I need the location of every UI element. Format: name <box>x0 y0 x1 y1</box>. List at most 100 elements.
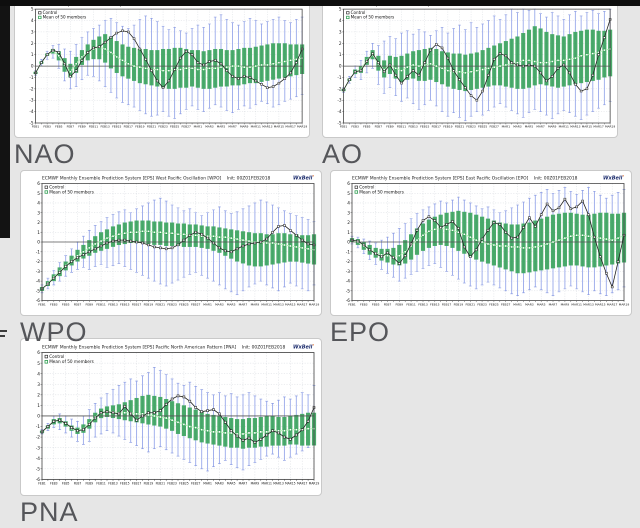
svg-text:FEB7: FEB7 <box>67 125 75 129</box>
svg-text:1: 1 <box>31 52 34 57</box>
svg-text:-3: -3 <box>29 98 34 103</box>
svg-text:FEB27: FEB27 <box>182 125 191 129</box>
svg-text:4: 4 <box>31 18 34 23</box>
svg-text:MAR17: MAR17 <box>297 482 308 486</box>
svg-text:FEB21: FEB21 <box>156 302 166 306</box>
svg-text:MAR17: MAR17 <box>593 125 603 129</box>
svg-text:1: 1 <box>37 230 40 235</box>
svg-text:FEB11: FEB11 <box>96 302 106 306</box>
top-black-bar <box>0 0 640 6</box>
svg-text:MAR1: MAR1 <box>203 302 212 306</box>
svg-text:MAR11: MAR11 <box>571 302 582 306</box>
svg-text:MAR19: MAR19 <box>297 125 307 129</box>
svg-text:MAR17: MAR17 <box>297 302 308 306</box>
svg-text:FEB15: FEB15 <box>420 125 429 129</box>
svg-text:FEB13: FEB13 <box>101 125 110 129</box>
svg-text:FEB3: FEB3 <box>50 482 58 486</box>
ao-chart[interactable]: -5 -4 -3 -2 -1 0 1 2 3 4 5 FEB1 FEB3 FEB5 FEB7 FEB9 FEB1… <box>323 0 617 137</box>
svg-text:MAR15: MAR15 <box>582 125 592 129</box>
svg-text:MAR3: MAR3 <box>525 302 534 306</box>
svg-text:FEB1: FEB1 <box>348 302 356 306</box>
svg-text:MAR1: MAR1 <box>513 302 522 306</box>
svg-text:FEB19: FEB19 <box>454 302 464 306</box>
svg-text:Control: Control <box>359 185 374 190</box>
svg-text:-6: -6 <box>36 477 40 483</box>
svg-text:Mean of 50 members: Mean of 50 members <box>49 189 94 194</box>
svg-text:FEB17: FEB17 <box>132 302 142 306</box>
svg-text:FEB7: FEB7 <box>74 302 82 306</box>
svg-text:3: 3 <box>37 210 40 215</box>
svg-text:FEB13: FEB13 <box>108 482 118 486</box>
svg-text:4: 4 <box>339 18 342 23</box>
svg-text:-5: -5 <box>346 288 351 293</box>
svg-text:-3: -3 <box>337 98 342 103</box>
epo-chart[interactable]: -6 -5 -4 -3 -2 -1 0 1 2 3 4 5 6 FEB1 FEB3 FEB5 FEB7 FEB9 F… <box>331 171 631 315</box>
svg-text:MAR17: MAR17 <box>607 302 618 306</box>
svg-text:FEB19: FEB19 <box>135 125 144 129</box>
svg-text:FEB19: FEB19 <box>443 125 452 129</box>
svg-text:5: 5 <box>31 7 34 12</box>
svg-text:3: 3 <box>339 29 342 34</box>
svg-text:-3: -3 <box>36 445 40 451</box>
svg-text:FEB17: FEB17 <box>132 482 142 486</box>
svg-text:MAR1: MAR1 <box>194 125 203 129</box>
svg-text:FEB23: FEB23 <box>167 302 177 306</box>
svg-text:Mean of 50 members: Mean of 50 members <box>359 189 404 194</box>
svg-text:FEB9: FEB9 <box>86 302 94 306</box>
svg-text:FEB25: FEB25 <box>179 302 189 306</box>
svg-text:MAR9: MAR9 <box>561 302 570 306</box>
svg-text:FEB27: FEB27 <box>191 482 201 486</box>
chart-card-pna[interactable]: -6 -5 -4 -3 -2 -1 0 1 2 3 4 5 6 FEB1 FEB3 FEB5 FEB7 FEB9 F… <box>20 338 322 496</box>
svg-text:0: 0 <box>339 64 342 69</box>
svg-text:FEB5: FEB5 <box>55 125 63 129</box>
svg-text:MAR19: MAR19 <box>605 125 615 129</box>
svg-text:-2: -2 <box>346 259 351 264</box>
chart-card-nao[interactable]: -5 -4 -3 -2 -1 0 1 2 3 4 5 FEB1 FEB3 FEB5 FEB7 FEB9 FEB1… <box>14 0 310 138</box>
left-edge-strip <box>0 0 10 238</box>
svg-text:-2: -2 <box>337 86 342 91</box>
svg-text:FEB23: FEB23 <box>466 125 475 129</box>
svg-text:WxBell*: WxBell* <box>293 343 314 350</box>
svg-text:-6: -6 <box>346 298 351 303</box>
svg-text:MAR13: MAR13 <box>273 482 284 486</box>
chart-card-wpo[interactable]: -6 -5 -4 -3 -2 -1 0 1 2 3 4 5 6 FEB1 FEB3 FEB5 FEB7 FEB9 F… <box>20 170 322 316</box>
svg-text:4: 4 <box>347 201 350 206</box>
svg-text:-1: -1 <box>346 249 351 254</box>
svg-text:1: 1 <box>339 52 342 57</box>
svg-text:FEB15: FEB15 <box>120 302 130 306</box>
svg-text:MAR3: MAR3 <box>205 125 214 129</box>
svg-text:FEB11: FEB11 <box>397 125 406 129</box>
left-edge-dash <box>0 330 7 332</box>
svg-text:-5: -5 <box>36 466 40 472</box>
svg-text:Mean of 50 members: Mean of 50 members <box>351 15 395 20</box>
svg-text:MAR7: MAR7 <box>549 302 558 306</box>
svg-text:FEB5: FEB5 <box>62 482 70 486</box>
chart-card-ao[interactable]: -5 -4 -3 -2 -1 0 1 2 3 4 5 FEB1 FEB3 FEB5 FEB7 FEB9 FEB1… <box>322 0 618 138</box>
svg-text:2: 2 <box>37 220 40 225</box>
svg-text:-5: -5 <box>36 288 41 293</box>
nao-chart[interactable]: -5 -4 -3 -2 -1 0 1 2 3 4 5 FEB1 FEB3 FEB5 FEB7 FEB9 FEB1… <box>15 0 309 137</box>
wpo-chart[interactable]: -6 -5 -4 -3 -2 -1 0 1 2 3 4 5 6 FEB1 FEB3 FEB5 FEB7 FEB9 F… <box>21 171 321 315</box>
svg-text:FEB15: FEB15 <box>430 302 440 306</box>
svg-text:-1: -1 <box>36 249 41 254</box>
svg-text:MAR1: MAR1 <box>502 125 511 129</box>
svg-text:FEB21: FEB21 <box>466 302 476 306</box>
svg-text:6: 6 <box>347 181 350 186</box>
svg-text:FEB17: FEB17 <box>442 302 452 306</box>
svg-text:-1: -1 <box>337 75 342 80</box>
svg-text:MAR11: MAR11 <box>559 125 569 129</box>
svg-text:4: 4 <box>37 371 40 377</box>
svg-text:MAR9: MAR9 <box>251 482 260 486</box>
svg-text:Mean of 50 members: Mean of 50 members <box>43 15 87 20</box>
svg-text:FEB25: FEB25 <box>170 125 179 129</box>
svg-text:ECMWF Monthly Ensemble Predict: ECMWF Monthly Ensemble Prediction System… <box>42 344 285 350</box>
pna-chart[interactable]: -6 -5 -4 -3 -2 -1 0 1 2 3 4 5 6 FEB1 FEB3 FEB5 FEB7 FEB9 F… <box>21 339 321 495</box>
svg-text:MAR15: MAR15 <box>285 482 296 486</box>
svg-text:FEB7: FEB7 <box>74 482 82 486</box>
svg-text:MAR17: MAR17 <box>285 125 295 129</box>
chart-card-epo[interactable]: -6 -5 -4 -3 -2 -1 0 1 2 3 4 5 6 FEB1 FEB3 FEB5 FEB7 FEB9 F… <box>330 170 632 316</box>
svg-text:MAR13: MAR13 <box>570 125 580 129</box>
svg-text:5: 5 <box>339 7 342 12</box>
